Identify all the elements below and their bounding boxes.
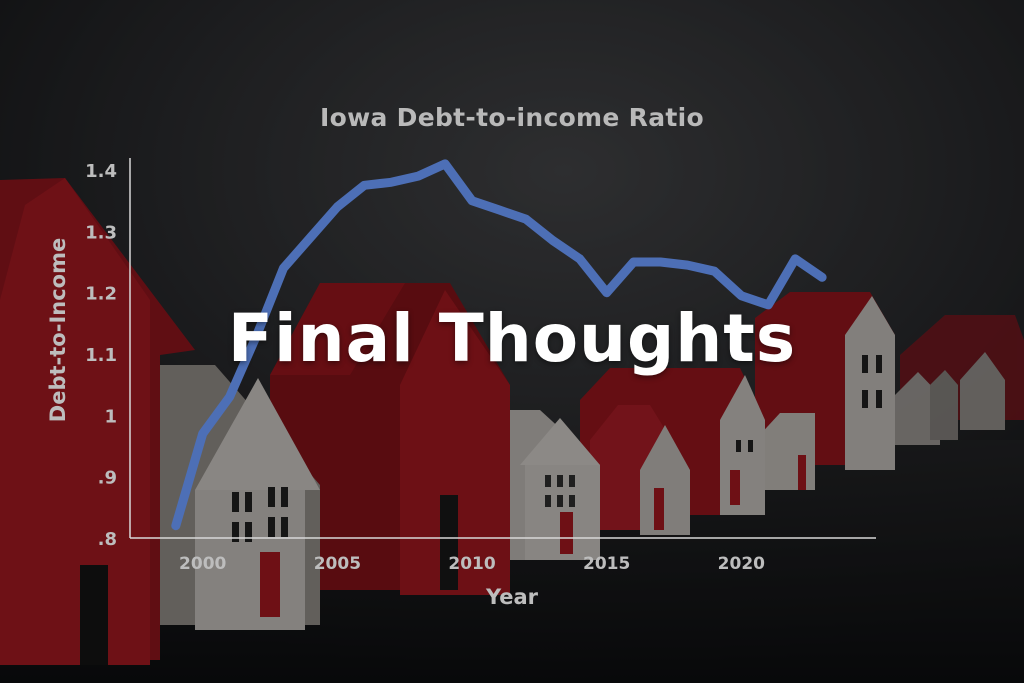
y-tick-label: 1.3	[85, 222, 117, 243]
y-tick-label: 1.4	[85, 161, 117, 182]
y-tick-label: 1.2	[85, 284, 117, 305]
x-tick-label: 2015	[583, 554, 630, 574]
chart-title: Iowa Debt-to-income Ratio	[320, 103, 704, 132]
y-tick-label: 1.1	[85, 345, 117, 366]
x-tick-label: 2020	[718, 554, 765, 574]
y-tick-label: .9	[98, 468, 117, 489]
y-tick-label: 1	[104, 406, 117, 427]
final-thoughts-heading: Final Thoughts	[227, 300, 797, 377]
series-line	[171, 159, 827, 531]
y-tick-label: .8	[98, 529, 117, 550]
x-tick-label: 2000	[179, 554, 226, 574]
x-axis-label: Year	[485, 585, 539, 609]
x-tick-label: 2010	[448, 554, 495, 574]
x-tick-label: 2005	[314, 554, 361, 574]
